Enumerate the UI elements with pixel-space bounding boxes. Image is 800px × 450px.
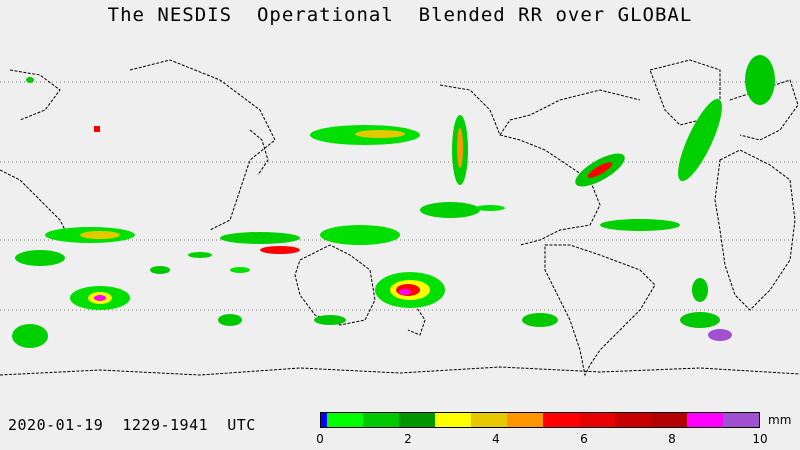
coastlines: [0, 59, 800, 377]
unit-label: mm: [768, 413, 792, 427]
color-scale-segment: [723, 413, 759, 427]
gridlines: [0, 81, 800, 311]
color-scale-segment: [507, 413, 543, 427]
color-scale-tick-label: 10: [752, 432, 768, 446]
color-scale-segment: [435, 413, 471, 427]
color-scale-tick-label: 4: [492, 432, 500, 446]
precipitation-areas: [12, 55, 775, 348]
color-scale-segment: [321, 413, 327, 427]
map-title: The NESDIS Operational Blended RR over G…: [107, 4, 693, 26]
color-scale-segment: [327, 413, 363, 427]
color-scale-bar: [320, 412, 760, 428]
color-scale-segment: [615, 413, 651, 427]
color-scale-segment: [687, 413, 723, 427]
color-scale-segment: [543, 413, 579, 427]
color-scale-ticks: 0 2 4 6 8 10: [316, 432, 767, 448]
color-scale-tick-label: 2: [404, 432, 412, 446]
color-scale-segment: [579, 413, 615, 427]
color-scale-tick-label: 8: [668, 432, 676, 446]
color-scale-tick-label: 0: [316, 432, 324, 446]
color-scale-segment: [399, 413, 435, 427]
color-scale-tick-label: 6: [580, 432, 588, 446]
precipitation-map: [0, 55, 800, 377]
color-scale-segment: [651, 413, 687, 427]
color-scale-segment: [363, 413, 399, 427]
color-scale-segment: [471, 413, 507, 427]
date-time-label: 2020-01-19 1229-1941 UTC: [8, 416, 256, 434]
